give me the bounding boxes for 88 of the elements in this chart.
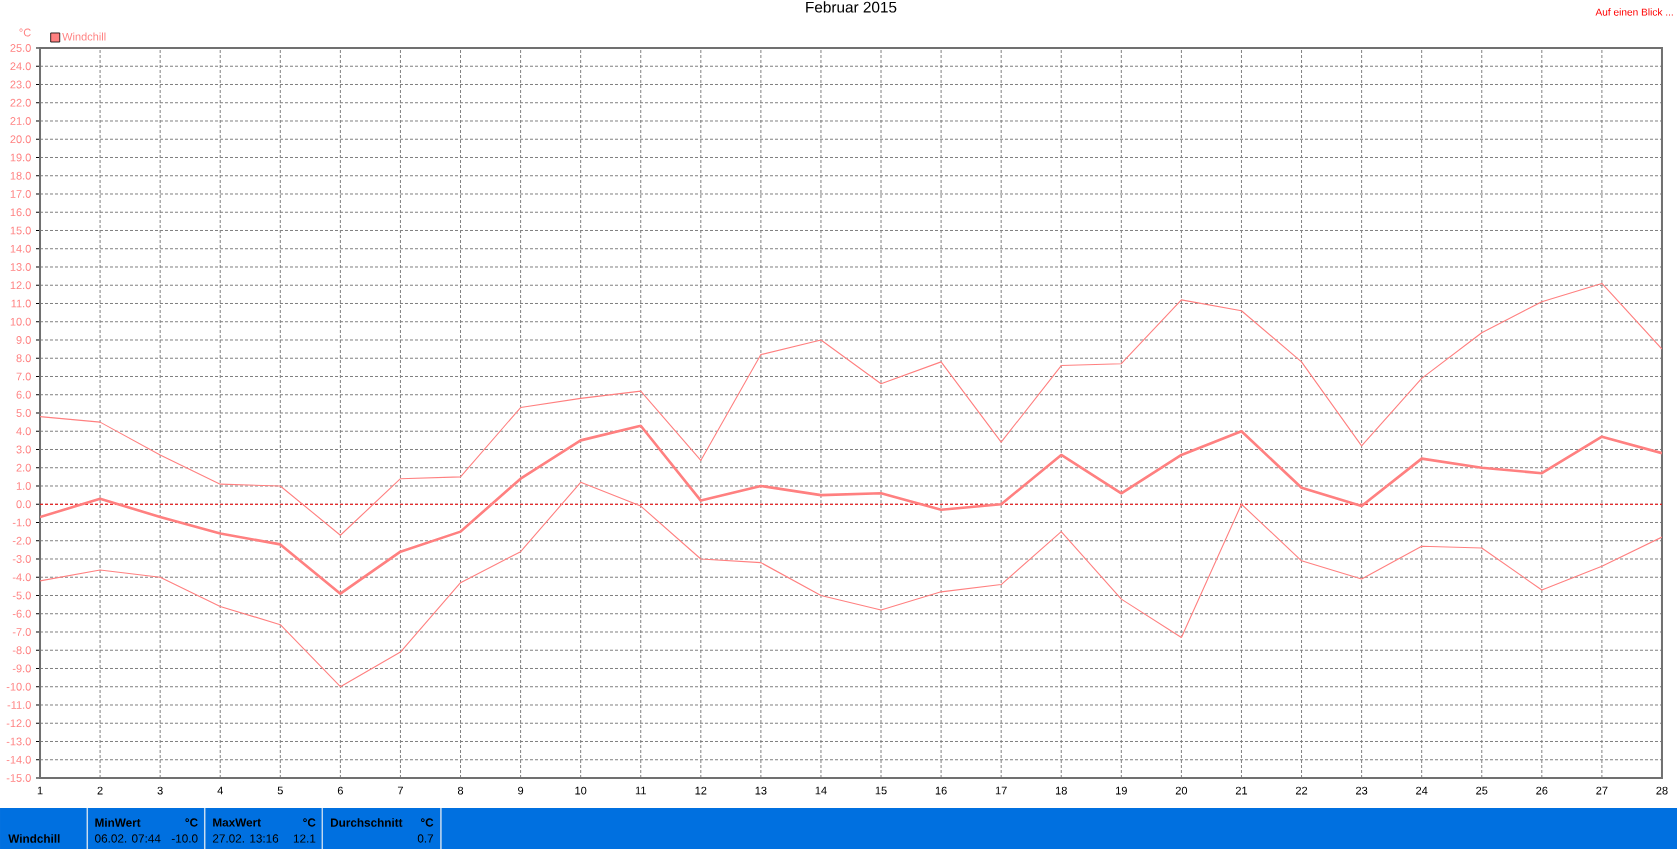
y-tick-label: 21.0 [10, 117, 31, 125]
x-tick-label: 5 [277, 786, 283, 795]
x-tick-label: 20 [1175, 786, 1188, 795]
y-tick-label: 13.0 [10, 263, 31, 271]
x-tick-label: 13 [755, 786, 767, 795]
y-tick-label: 15.0 [10, 226, 31, 235]
y-tick-label: 0.0 [16, 500, 31, 509]
x-tick-label: 7 [397, 786, 403, 795]
text: MinWert [95, 818, 141, 827]
x-tick-label: 12 [695, 786, 707, 795]
y-tick-label: -11.0 [7, 701, 31, 709]
y-tick-label: 2.0 [16, 463, 31, 472]
text: °C [185, 818, 198, 827]
x-tick-label: 9 [518, 786, 524, 795]
y-tick-label: 7.0 [16, 372, 31, 381]
chart-title: Februar 2015 [806, 1, 897, 13]
y-tick-label: 5.0 [16, 409, 31, 417]
y-tick-label: 12.0 [10, 281, 31, 290]
text: Windchill [8, 834, 60, 843]
x-tick-label: 19 [1116, 786, 1127, 795]
y-tick-label: 18.0 [10, 171, 31, 180]
y-tick-label: 22.0 [10, 98, 31, 107]
x-tick-label: 23 [1356, 786, 1368, 795]
text: 0.7 [417, 834, 434, 843]
text: °C [421, 818, 434, 827]
y-tick-label: 16.0 [10, 208, 31, 217]
x-tick-label: 21 [1235, 786, 1248, 795]
y-tick-label: 8.0 [16, 354, 31, 363]
text: MaxWert [213, 818, 261, 827]
text: 06.02. 07:44 [95, 834, 161, 843]
y-tick-label: 20.0 [10, 135, 31, 144]
text: -10.0 [171, 834, 198, 843]
x-tick-label: 10 [575, 786, 587, 795]
y-tick-label: -14.0 [6, 755, 31, 764]
y-tick-label: -15.0 [6, 774, 31, 782]
x-tick-label: 28 [1656, 786, 1668, 795]
x-tick-label: 6 [337, 786, 343, 795]
x-tick-label: 2 [97, 786, 103, 795]
x-tick-label: 15 [875, 786, 887, 795]
x-tick-label: 11 [635, 786, 646, 795]
y-tick-label: -6.0 [12, 609, 31, 618]
y-tick-label: -1.0 [12, 518, 31, 527]
y-tick-label: -9.0 [12, 664, 31, 673]
x-tick-label: 4 [217, 786, 223, 795]
y-tick-label: 6.0 [16, 390, 31, 399]
y-tick-label: 14.0 [10, 244, 31, 253]
y-tick-label: 23.0 [10, 80, 31, 89]
y-tick-label: 11.0 [11, 299, 31, 308]
x-tick-label: 26 [1536, 786, 1548, 795]
x-tick-label: 24 [1416, 786, 1428, 795]
text: 27.02. 13:16 [212, 834, 279, 843]
y-tick-label: 17.0 [10, 190, 31, 198]
y-tick-label: -12.0 [6, 719, 31, 728]
x-tick-label: 25 [1476, 786, 1488, 795]
y-tick-label: -3.0 [12, 555, 31, 563]
x-tick-label: 14 [815, 786, 827, 795]
x-tick-label: 8 [457, 786, 464, 795]
line-series [40, 481, 1662, 688]
line-series [40, 282, 1662, 536]
y-tick-label: 10.0 [10, 317, 31, 326]
y-tick-label: -7.0 [12, 628, 31, 636]
y-tick-label: -4.0 [12, 573, 31, 582]
y-tick-label: 4.0 [16, 427, 31, 436]
line-series [40, 424, 1662, 595]
x-tick-label: 17 [995, 786, 1007, 795]
text: °C [303, 818, 316, 827]
y-tick-label: -2.0 [12, 536, 31, 545]
y-tick-label: 25.0 [10, 44, 31, 52]
x-tick-label: 27 [1596, 786, 1608, 795]
y-tick-label: 19.0 [10, 153, 31, 162]
y-tick-label: -13.0 [6, 737, 31, 746]
legend-label: Windchill [62, 32, 106, 41]
y-tick-label: 24.0 [10, 62, 31, 71]
x-tick-label: 1 [37, 786, 43, 795]
y-tick-label: 9.0 [16, 336, 31, 344]
text: Auf einen Blick ... [1595, 8, 1673, 16]
x-tick-label: 16 [935, 786, 947, 795]
y-tick-label: 3.0 [16, 445, 31, 454]
y-tick-label: -5.0 [12, 591, 31, 600]
y-tick-label: -10.0 [6, 682, 31, 691]
y-tick-label: 1.0 [16, 482, 31, 490]
y-axis-title: °C [19, 28, 31, 37]
y-tick-label: -8.0 [12, 646, 31, 655]
x-tick-label: 18 [1055, 786, 1067, 795]
text: 12.1 [293, 834, 316, 843]
x-tick-label: 3 [157, 786, 163, 795]
text: Durchschnitt [330, 818, 403, 827]
x-tick-label: 22 [1295, 786, 1308, 795]
